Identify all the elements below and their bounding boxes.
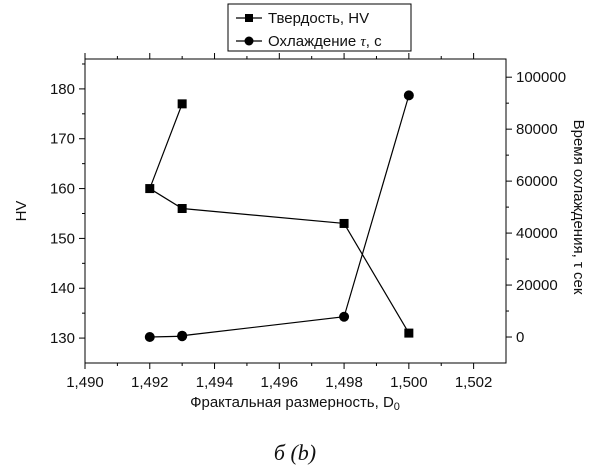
legend-label-cooling: Охлаждение τ, с — [268, 33, 382, 50]
axes-ticks: 1,490 1,492 1,494 1,496 1,498 1,500 1,502 130 14… — [50, 53, 566, 391]
cooling-point — [144, 332, 155, 343]
x-axis-title-main: Фрактальная размерность, D — [190, 394, 394, 411]
legend-label-cooling-main: Охлаждение — [268, 33, 360, 50]
x-tick-label: 1,498 — [325, 374, 363, 391]
x-tick-label: 1,490 — [66, 374, 104, 391]
y-left-tick-label: 160 — [50, 181, 75, 198]
y-left-tick-label: 170 — [50, 131, 75, 148]
y-right-tick-label: 60000 — [516, 173, 558, 190]
series-line-hardness — [149, 103, 410, 334]
y-axis-right-title: Время охлаждения, τ сек — [570, 120, 587, 295]
x-tick-label: 1,494 — [196, 374, 234, 391]
y-right-tick-label: 40000 — [516, 225, 558, 242]
legend-label-hardness: Твердость, HV — [268, 10, 369, 27]
hardness-point — [145, 184, 155, 194]
y-right-tick-label: 20000 — [516, 277, 558, 294]
plot-frame — [84, 58, 507, 364]
y-left-tick-label: 150 — [50, 230, 75, 247]
x-tick-label: 1,496 — [261, 374, 299, 391]
cooling-point — [177, 330, 188, 341]
legend-label-cooling-tau: τ — [360, 34, 366, 50]
y-right-tick-label: 100000 — [516, 69, 566, 86]
series-markers — [144, 90, 414, 343]
x-axis-title-subscript: 0 — [394, 401, 400, 413]
x-tick-label: 1,500 — [390, 374, 428, 391]
y-axis-left-title: HV — [13, 201, 30, 222]
series-lines — [149, 95, 410, 338]
hardness-point — [339, 218, 349, 228]
y-left-tick-label: 180 — [50, 81, 75, 98]
cooling-point — [339, 311, 350, 322]
x-tick-label: 1,502 — [455, 374, 493, 391]
legend-square-marker — [245, 14, 253, 22]
legend: Твердость, HV Охлаждение τ, с — [227, 3, 412, 52]
y-right-tick-label: 0 — [516, 329, 524, 346]
legend-box — [227, 3, 412, 52]
series-line-cooling — [149, 95, 410, 338]
hardness-point — [177, 99, 187, 109]
y-right-tick-label: 80000 — [516, 121, 558, 138]
legend-circle-marker — [244, 36, 254, 46]
hardness-point — [404, 328, 414, 338]
hardness-point — [177, 204, 187, 214]
figure-caption: б (b) — [274, 440, 316, 465]
legend-label-cooling-rest: , с — [366, 33, 382, 50]
y-left-tick-label: 130 — [50, 330, 75, 347]
x-tick-label: 1,492 — [131, 374, 169, 391]
cooling-point — [403, 90, 414, 101]
y-left-tick-label: 140 — [50, 280, 75, 297]
x-axis-title: Фрактальная размерность, D0 — [190, 394, 400, 413]
